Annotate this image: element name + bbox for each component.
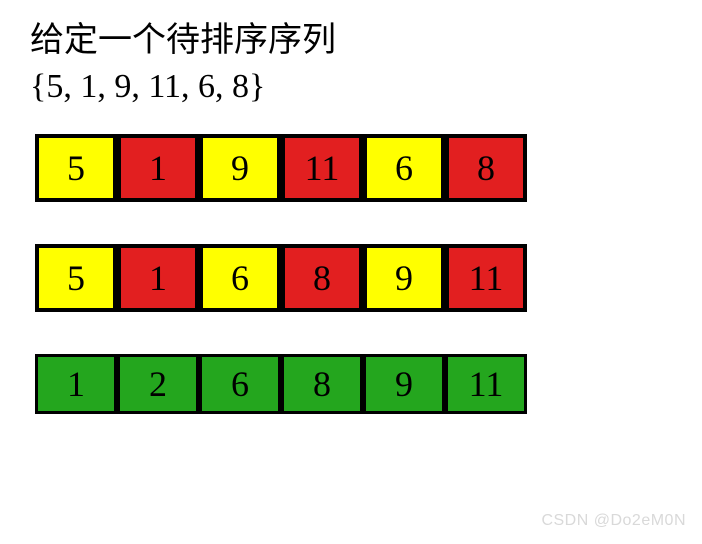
title-line-1: 给定一个待排序序列 bbox=[30, 18, 702, 64]
array-cell: 1 bbox=[117, 134, 199, 202]
array-cell: 1 bbox=[35, 354, 117, 414]
cell-value: 6 bbox=[231, 363, 249, 405]
cell-value: 9 bbox=[231, 147, 249, 189]
array-row-0: 5 1 9 11 6 8 bbox=[35, 134, 702, 202]
cell-value: 1 bbox=[67, 363, 85, 405]
cell-value: 5 bbox=[67, 257, 85, 299]
array-cell: 8 bbox=[445, 134, 527, 202]
cell-value: 11 bbox=[469, 363, 504, 405]
array-row-2: 1 2 6 8 9 11 bbox=[35, 354, 702, 414]
cell-value: 8 bbox=[313, 257, 331, 299]
cell-value: 9 bbox=[395, 363, 413, 405]
array-cell: 8 bbox=[281, 354, 363, 414]
array-row-1: 5 1 6 8 9 11 bbox=[35, 244, 702, 312]
title-line-2: {5, 1, 9, 11, 6, 8} bbox=[30, 64, 702, 110]
cell-value: 6 bbox=[395, 147, 413, 189]
array-cell: 9 bbox=[199, 134, 281, 202]
array-cell: 9 bbox=[363, 244, 445, 312]
cell-value: 6 bbox=[231, 257, 249, 299]
array-cell: 2 bbox=[117, 354, 199, 414]
cell-value: 8 bbox=[477, 147, 495, 189]
rows-container: 519116851689111268911 bbox=[0, 110, 702, 414]
array-cell: 6 bbox=[199, 244, 281, 312]
array-cell: 6 bbox=[199, 354, 281, 414]
array-cell: 8 bbox=[281, 244, 363, 312]
array-cell: 1 bbox=[117, 244, 199, 312]
cell-value: 1 bbox=[149, 147, 167, 189]
array-cell: 6 bbox=[363, 134, 445, 202]
cell-value: 11 bbox=[469, 257, 504, 299]
watermark-text: CSDN @Do2eM0N bbox=[541, 512, 686, 530]
array-cell: 11 bbox=[445, 244, 527, 312]
title-block: 给定一个待排序序列 {5, 1, 9, 11, 6, 8} bbox=[0, 0, 702, 110]
array-cell: 5 bbox=[35, 244, 117, 312]
array-cell: 9 bbox=[363, 354, 445, 414]
array-cell: 11 bbox=[281, 134, 363, 202]
cell-value: 8 bbox=[313, 363, 331, 405]
cell-value: 5 bbox=[67, 147, 85, 189]
array-cell: 5 bbox=[35, 134, 117, 202]
cell-value: 1 bbox=[149, 257, 167, 299]
cell-value: 2 bbox=[149, 363, 167, 405]
cell-value: 9 bbox=[395, 257, 413, 299]
array-cell: 11 bbox=[445, 354, 527, 414]
cell-value: 11 bbox=[305, 147, 340, 189]
